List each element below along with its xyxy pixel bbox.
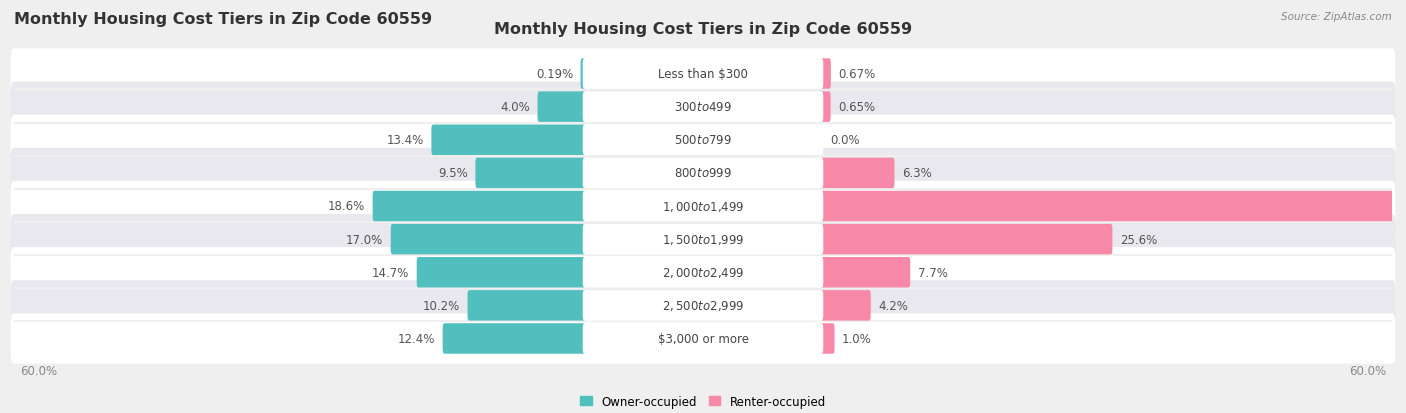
FancyBboxPatch shape — [820, 323, 835, 354]
Text: 25.6%: 25.6% — [1119, 233, 1157, 246]
FancyBboxPatch shape — [432, 125, 586, 156]
Text: $2,500 to $2,999: $2,500 to $2,999 — [662, 299, 744, 313]
FancyBboxPatch shape — [11, 82, 1395, 133]
FancyBboxPatch shape — [11, 247, 1395, 298]
FancyBboxPatch shape — [820, 224, 1112, 255]
Text: 9.5%: 9.5% — [439, 167, 468, 180]
Legend: Owner-occupied, Renter-occupied: Owner-occupied, Renter-occupied — [579, 395, 827, 408]
FancyBboxPatch shape — [582, 290, 824, 321]
Text: 14.7%: 14.7% — [373, 266, 409, 279]
Text: 0.0%: 0.0% — [831, 134, 860, 147]
FancyBboxPatch shape — [582, 92, 824, 123]
Text: Less than $300: Less than $300 — [658, 68, 748, 81]
Text: $500 to $799: $500 to $799 — [673, 134, 733, 147]
FancyBboxPatch shape — [582, 158, 824, 189]
FancyBboxPatch shape — [582, 323, 824, 354]
Text: $2,000 to $2,499: $2,000 to $2,499 — [662, 266, 744, 280]
FancyBboxPatch shape — [11, 280, 1395, 331]
FancyBboxPatch shape — [11, 148, 1395, 199]
Text: 60.0%: 60.0% — [1350, 364, 1386, 377]
FancyBboxPatch shape — [820, 257, 910, 288]
Text: $800 to $999: $800 to $999 — [673, 167, 733, 180]
FancyBboxPatch shape — [373, 191, 586, 222]
FancyBboxPatch shape — [468, 290, 586, 321]
Text: 10.2%: 10.2% — [423, 299, 460, 312]
FancyBboxPatch shape — [537, 92, 586, 123]
FancyBboxPatch shape — [820, 92, 831, 123]
FancyBboxPatch shape — [443, 323, 586, 354]
Text: 13.4%: 13.4% — [387, 134, 425, 147]
FancyBboxPatch shape — [11, 115, 1395, 166]
FancyBboxPatch shape — [416, 257, 586, 288]
Text: 0.67%: 0.67% — [838, 68, 876, 81]
FancyBboxPatch shape — [11, 313, 1395, 364]
FancyBboxPatch shape — [582, 125, 824, 156]
FancyBboxPatch shape — [581, 59, 586, 90]
Text: $300 to $499: $300 to $499 — [673, 101, 733, 114]
Text: Monthly Housing Cost Tiers in Zip Code 60559: Monthly Housing Cost Tiers in Zip Code 6… — [14, 12, 432, 27]
FancyBboxPatch shape — [820, 158, 894, 189]
Text: 7.7%: 7.7% — [918, 266, 948, 279]
Text: 0.65%: 0.65% — [838, 101, 875, 114]
Text: 4.2%: 4.2% — [879, 299, 908, 312]
Text: 18.6%: 18.6% — [328, 200, 366, 213]
Text: 12.4%: 12.4% — [398, 332, 436, 345]
FancyBboxPatch shape — [820, 191, 1406, 222]
Text: 60.0%: 60.0% — [20, 364, 56, 377]
Text: 0.19%: 0.19% — [536, 68, 574, 81]
FancyBboxPatch shape — [11, 49, 1395, 100]
FancyBboxPatch shape — [582, 224, 824, 255]
Text: 4.0%: 4.0% — [501, 101, 530, 114]
Text: 17.0%: 17.0% — [346, 233, 384, 246]
FancyBboxPatch shape — [11, 214, 1395, 265]
FancyBboxPatch shape — [582, 59, 824, 90]
Text: Source: ZipAtlas.com: Source: ZipAtlas.com — [1281, 12, 1392, 22]
FancyBboxPatch shape — [391, 224, 586, 255]
Text: 6.3%: 6.3% — [901, 167, 932, 180]
Text: $3,000 or more: $3,000 or more — [658, 332, 748, 345]
FancyBboxPatch shape — [820, 290, 870, 321]
FancyBboxPatch shape — [475, 158, 586, 189]
FancyBboxPatch shape — [582, 191, 824, 222]
FancyBboxPatch shape — [820, 59, 831, 90]
Text: 1.0%: 1.0% — [842, 332, 872, 345]
Text: $1,000 to $1,499: $1,000 to $1,499 — [662, 199, 744, 214]
Text: $1,500 to $1,999: $1,500 to $1,999 — [662, 233, 744, 247]
FancyBboxPatch shape — [11, 181, 1395, 232]
Text: Monthly Housing Cost Tiers in Zip Code 60559: Monthly Housing Cost Tiers in Zip Code 6… — [494, 22, 912, 37]
FancyBboxPatch shape — [582, 257, 824, 288]
